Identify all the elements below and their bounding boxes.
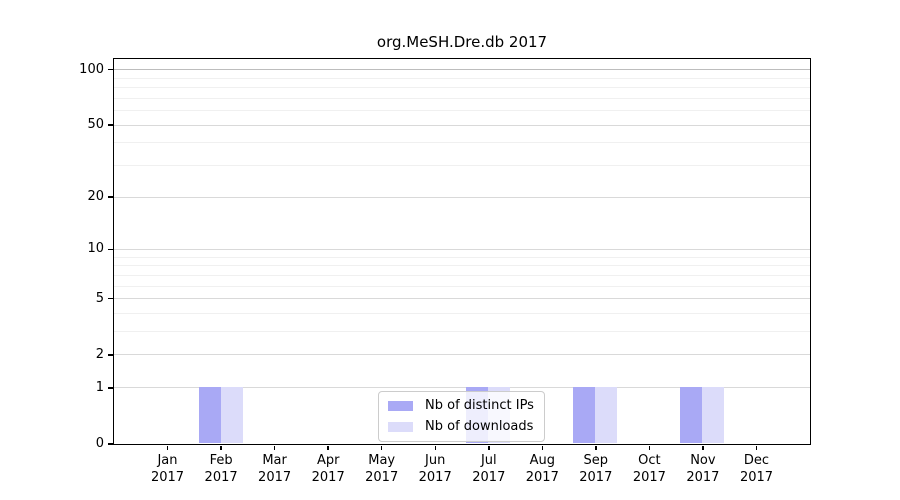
x-tick-mark [220,445,222,450]
legend: Nb of distinct IPs Nb of downloads [378,391,545,442]
x-tick-mark [595,445,597,450]
x-tick-label-feb: Feb 2017 [181,452,261,486]
x-tick-label-year: 2017 [472,470,506,485]
x-tick-label-jul: Jul 2017 [449,452,529,486]
minor-gridline [113,164,810,166]
bar-sep-downloads [595,387,618,444]
x-tick-label-aug: Aug 2017 [502,452,582,486]
x-tick-mark [166,445,169,450]
major-gridline [113,298,810,300]
major-gridline [113,69,810,70]
x-tick-mark [380,445,383,450]
y-tick-label: 0 [95,436,104,451]
x-tick-mark [648,445,651,450]
minor-gridline [113,109,810,111]
plot-area [112,57,811,445]
y-tick-mark [108,387,113,389]
y-tick-label: 10 [87,241,104,257]
x-tick-mark [702,445,704,450]
x-tick-label-apr: Apr 2017 [288,452,368,486]
legend-item-downloads: Nb of downloads [388,418,534,436]
x-tick-label-year: 2017 [525,470,559,485]
legend-swatch-distinct-ips [388,401,413,411]
major-gridline [113,354,810,356]
minor-gridline [113,331,810,332]
minor-gridline [113,274,810,276]
x-tick-label-year: 2017 [258,470,292,485]
bar-feb-downloads [220,387,243,444]
x-tick-mark [541,445,544,450]
chart-title: org.MeSH.Dre.db 2017 [376,33,548,51]
x-tick-label-year: 2017 [150,470,185,485]
y-tick-label: 100 [79,61,104,77]
major-gridline [113,124,810,126]
major-gridline [113,387,810,389]
minor-gridline [113,77,810,79]
bar-sep-distinct-ips [573,387,596,444]
minor-gridline [113,256,810,258]
y-tick-mark [108,68,113,71]
x-tick-label-jun: Jun 2017 [395,452,475,486]
x-tick-label-year: 2017 [686,470,720,485]
x-tick-label-year: 2017 [632,470,666,485]
x-tick-label-may: May 2017 [342,452,422,486]
y-tick-mark [108,248,113,251]
minor-gridline [113,312,810,314]
x-tick-mark [273,445,276,450]
x-tick-label-mar: Mar 2017 [235,452,315,486]
minor-gridline [113,86,810,88]
x-tick-label-year: 2017 [311,470,345,485]
x-tick-label-year: 2017 [204,470,238,485]
y-tick-mark [108,443,113,445]
x-tick-label-nov: Nov 2017 [663,452,743,486]
minor-gridline [113,265,810,267]
x-tick-mark [488,445,490,450]
x-tick-label-sep: Sep 2017 [556,452,636,486]
x-tick-label-oct: Oct 2017 [609,452,689,486]
y-tick-mark [108,354,113,356]
y-tick-label: 2 [95,346,104,362]
x-tick-label-dec: Dec 2017 [717,452,797,486]
x-tick-mark [327,445,329,450]
minor-gridline [113,97,810,99]
major-gridline [113,248,810,250]
major-gridline [113,196,810,198]
y-tick-label: 1 [95,379,104,395]
bar-nov-distinct-ips [680,387,703,444]
y-tick-label: 5 [95,290,104,306]
minor-gridline [113,285,810,287]
legend-label-distinct-ips: Nb of distinct IPs [425,398,534,413]
x-tick-label-year: 2017 [365,470,399,485]
x-tick-mark [434,445,436,450]
y-tick-label: 50 [87,117,104,132]
legend-item-distinct-ips: Nb of distinct IPs [388,397,534,415]
bar-nov-downloads [702,387,725,444]
x-tick-label-year: 2017 [739,470,774,485]
grid-layer [113,59,810,444]
y-tick-mark [108,124,113,126]
y-tick-label: 20 [87,189,104,204]
y-tick-mark [108,196,113,198]
bar-layer [114,59,810,444]
legend-label-downloads: Nb of downloads [425,419,534,434]
minor-gridline [113,142,810,144]
x-tick-mark [755,445,758,450]
bar-feb-distinct-ips [198,387,221,444]
x-tick-label-jan: Jan 2017 [128,452,208,486]
y-tick-mark [108,297,113,300]
x-tick-label-year: 2017 [418,470,452,485]
x-tick-label-year: 2017 [579,470,613,485]
legend-swatch-downloads [388,422,413,432]
